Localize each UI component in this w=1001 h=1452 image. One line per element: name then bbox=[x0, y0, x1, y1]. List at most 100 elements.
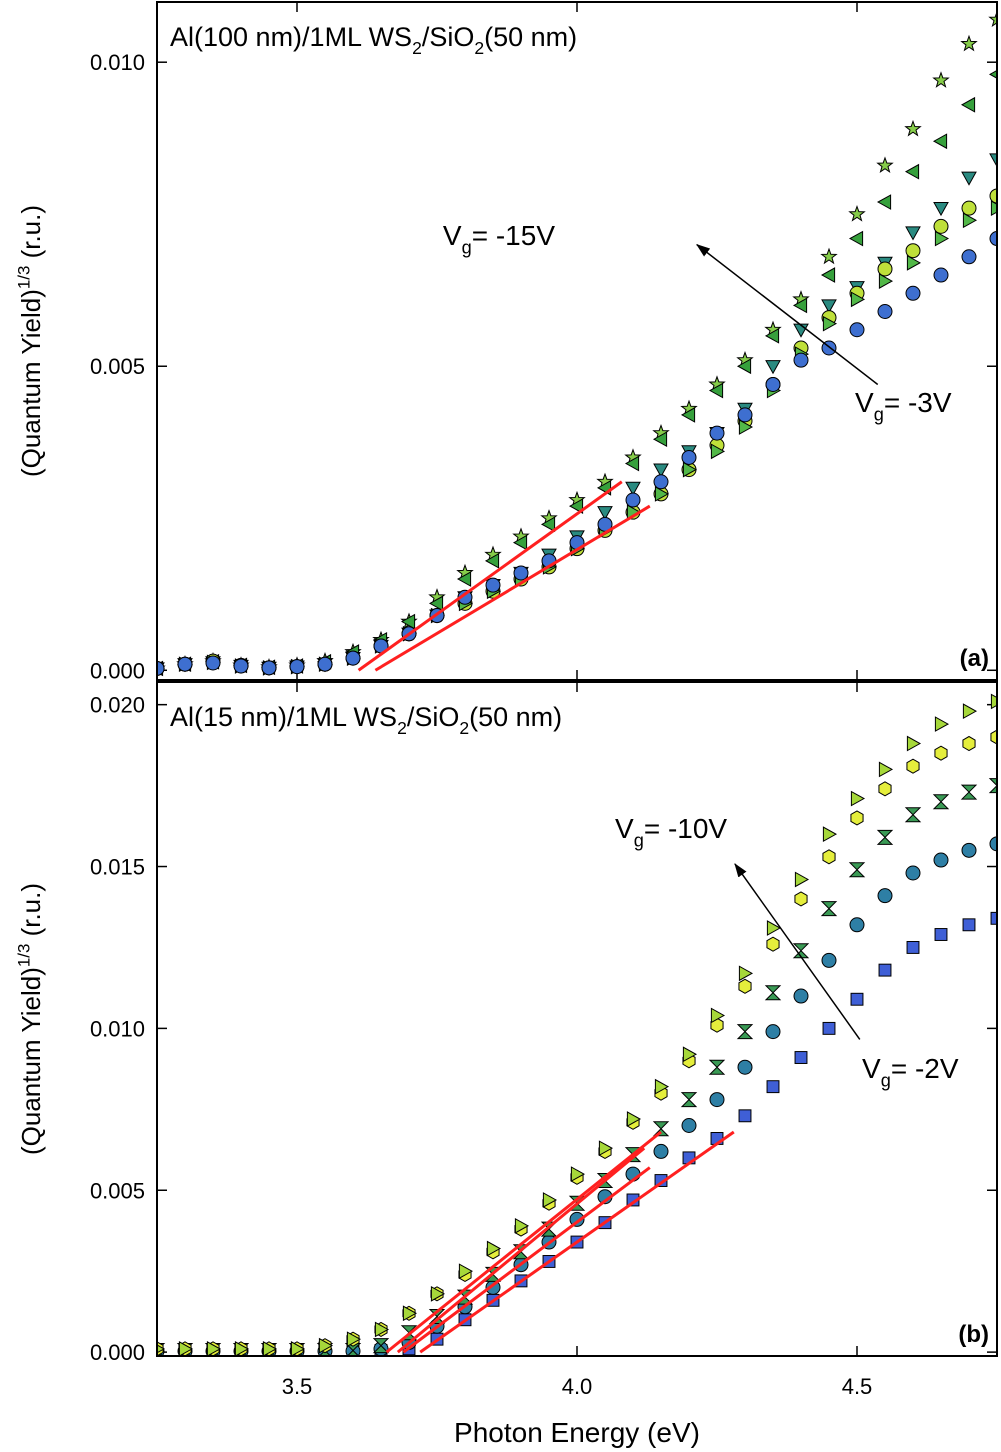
marker bbox=[934, 716, 950, 732]
marker bbox=[961, 171, 977, 186]
panel-title-part: 2 bbox=[397, 718, 407, 738]
marker bbox=[653, 463, 669, 478]
marker bbox=[736, 1024, 754, 1040]
marker bbox=[962, 918, 976, 932]
marker bbox=[542, 1192, 558, 1208]
annotation-part: g bbox=[874, 404, 884, 424]
y-tick-label: 0.015 bbox=[90, 855, 145, 880]
panel-title-part: Al(15 nm)/1ML WS bbox=[170, 702, 397, 732]
marker bbox=[822, 1021, 836, 1035]
x-tick-label: 3.5 bbox=[282, 1374, 313, 1399]
annotation: Vg= -10V bbox=[615, 813, 727, 850]
marker bbox=[878, 761, 894, 778]
marker bbox=[793, 352, 809, 368]
panel-title-part: 2 bbox=[459, 718, 469, 738]
y-tick-label: 0.005 bbox=[90, 1178, 145, 1203]
marker bbox=[792, 297, 808, 314]
marker bbox=[486, 1240, 502, 1257]
marker bbox=[906, 735, 922, 752]
marker bbox=[990, 729, 997, 745]
annotation-part: V bbox=[615, 813, 634, 844]
annotation: Vg= -3V bbox=[855, 387, 952, 424]
marker bbox=[736, 358, 752, 375]
marker bbox=[680, 407, 696, 423]
panel-title-part: /SiO bbox=[407, 702, 460, 732]
marker bbox=[765, 1024, 781, 1040]
marker bbox=[540, 516, 556, 533]
marker bbox=[821, 299, 837, 314]
marker bbox=[794, 871, 810, 888]
marker bbox=[626, 1111, 642, 1127]
x-tick-label: 4.5 bbox=[842, 1374, 873, 1399]
fit-line bbox=[357, 480, 623, 672]
marker bbox=[653, 1143, 669, 1159]
marker bbox=[848, 230, 864, 247]
marker bbox=[737, 1059, 753, 1075]
marker bbox=[962, 735, 976, 752]
marker bbox=[766, 936, 780, 952]
marker bbox=[653, 474, 669, 490]
panel-label: (a) bbox=[960, 645, 989, 672]
arrow bbox=[734, 863, 861, 1040]
x-tick-label: 4.0 bbox=[562, 1374, 593, 1399]
marker bbox=[876, 829, 894, 845]
marker bbox=[878, 963, 892, 977]
y-axis-label-part: (Quantum Yield) bbox=[16, 289, 46, 477]
marker bbox=[820, 267, 836, 283]
marker bbox=[877, 304, 893, 320]
marker bbox=[990, 200, 997, 216]
marker bbox=[905, 865, 921, 881]
marker bbox=[456, 571, 472, 587]
marker bbox=[710, 1007, 726, 1024]
marker bbox=[989, 231, 997, 247]
marker bbox=[317, 656, 333, 672]
marker bbox=[878, 273, 894, 289]
marker bbox=[793, 988, 809, 1004]
panel-title: Al(100 nm)/1ML WS2/SiO2(50 nm) bbox=[170, 22, 577, 58]
marker bbox=[766, 920, 782, 936]
marker bbox=[708, 1059, 726, 1075]
marker bbox=[205, 655, 221, 671]
marker bbox=[428, 595, 444, 612]
marker bbox=[513, 565, 529, 581]
marker bbox=[906, 941, 920, 954]
marker bbox=[906, 758, 920, 774]
y-axis-label: (Quantum Yield)1/3 (r.u.) bbox=[15, 205, 46, 477]
marker bbox=[290, 1341, 306, 1356]
x-axis-label: Photon Energy (eV) bbox=[454, 1417, 700, 1448]
fit-line bbox=[385, 1130, 662, 1354]
fit-line bbox=[374, 504, 651, 672]
annotation-part: g bbox=[881, 1070, 891, 1090]
y-tick-label: 0.020 bbox=[90, 693, 145, 718]
marker bbox=[989, 153, 997, 168]
annotation: Vg= -2V bbox=[862, 1053, 959, 1090]
marker bbox=[794, 1051, 808, 1064]
marker bbox=[988, 778, 997, 794]
marker bbox=[820, 247, 838, 265]
marker bbox=[262, 1341, 278, 1356]
marker bbox=[849, 917, 865, 933]
annotation-part: V bbox=[855, 387, 874, 418]
marker bbox=[710, 443, 726, 460]
marker bbox=[514, 1218, 530, 1234]
marker bbox=[345, 650, 361, 666]
marker bbox=[820, 901, 838, 917]
marker bbox=[738, 978, 752, 994]
marker bbox=[625, 492, 641, 508]
marker bbox=[960, 96, 976, 113]
marker bbox=[708, 382, 724, 399]
marker bbox=[374, 1321, 390, 1338]
marker bbox=[933, 218, 949, 234]
marker bbox=[905, 285, 921, 301]
marker bbox=[598, 1140, 614, 1157]
marker bbox=[738, 419, 754, 435]
marker bbox=[764, 985, 782, 1001]
marker bbox=[654, 486, 670, 502]
marker bbox=[178, 1341, 194, 1356]
marker bbox=[792, 943, 810, 959]
marker bbox=[960, 784, 978, 800]
annotation-part: g bbox=[634, 830, 644, 850]
marker bbox=[400, 613, 416, 630]
marker bbox=[738, 1109, 752, 1123]
